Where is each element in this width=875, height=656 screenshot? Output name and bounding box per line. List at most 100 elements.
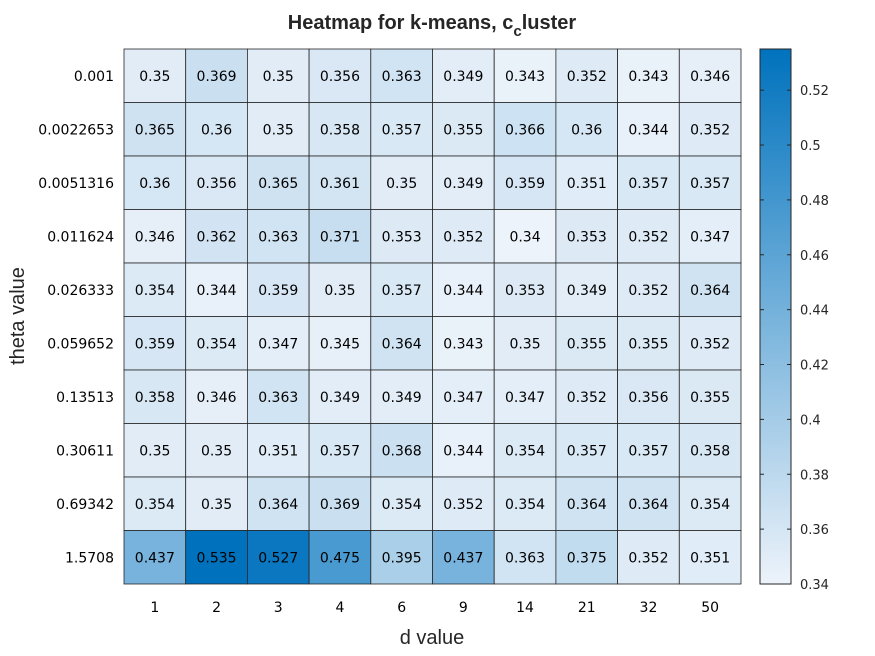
y-axis-label: theta value	[7, 267, 29, 365]
cell-value-label: 0.365	[258, 176, 298, 192]
heatmap-cell	[493, 423, 557, 478]
heatmap-cell	[123, 476, 187, 531]
heatmap-cell	[185, 262, 248, 317]
colorbar-tick-label: 0.44	[800, 304, 829, 319]
heatmap-cell	[123, 316, 187, 371]
y-tick-label: 0.13513	[56, 390, 114, 406]
heatmap-cell	[123, 209, 187, 264]
x-tick-label: 14	[516, 600, 534, 616]
cell-value-label: 0.35	[324, 283, 355, 299]
cell-value-label: 0.343	[443, 336, 483, 352]
x-tick-label: 50	[701, 600, 719, 616]
x-tick-label: 21	[578, 600, 596, 616]
cell-value-label: 0.359	[258, 283, 298, 299]
chart-title-rest: luster	[522, 12, 577, 34]
cell-value-label: 0.361	[320, 176, 360, 192]
cell-value-label: 0.354	[505, 497, 545, 513]
y-tick-label: 0.0051316	[38, 176, 114, 192]
cell-value-label: 0.527	[258, 550, 298, 566]
cell-value-label: 0.366	[505, 122, 545, 138]
cell-value-label: 0.353	[505, 283, 545, 299]
cell-value-label: 0.352	[443, 497, 483, 513]
colorbar-tick-label: 0.38	[800, 468, 829, 483]
cell-value-label: 0.35	[139, 69, 170, 85]
heatmap-cell	[555, 423, 619, 478]
cell-value-label: 0.35	[509, 336, 540, 352]
cell-value-label: 0.356	[628, 390, 668, 406]
heatmap-cell	[308, 476, 372, 531]
cell-value-label: 0.343	[628, 69, 668, 85]
heatmap-cell	[493, 476, 557, 531]
cell-value-label: 0.349	[443, 176, 483, 192]
heatmap-cell	[308, 316, 372, 371]
cell-value-label: 0.351	[690, 550, 730, 566]
heatmap-cell	[493, 155, 557, 210]
x-tick-label: 1	[150, 600, 159, 616]
heatmap-cell	[308, 102, 372, 157]
cell-value-label: 0.364	[690, 283, 730, 299]
heatmap-cell	[493, 102, 557, 157]
heatmap-cell	[308, 530, 372, 585]
cell-value-label: 0.346	[135, 229, 175, 245]
cell-value-label: 0.355	[628, 336, 668, 352]
heatmap-cells: 0.35 0.369 0.35 0.356 0.363 0.349 0.343 0.352 0.…	[123, 48, 742, 585]
heatmap-cell	[185, 155, 248, 210]
x-axis-label: d value	[400, 627, 465, 649]
heatmap-cell	[617, 423, 680, 478]
heatmap-cell	[617, 316, 680, 371]
heatmap-cell	[246, 423, 310, 478]
cell-value-label: 0.359	[505, 176, 545, 192]
heatmap-cell	[246, 476, 310, 531]
cell-value-label: 0.352	[443, 229, 483, 245]
heatmap-cell	[493, 530, 557, 585]
cell-value-label: 0.354	[505, 443, 545, 459]
cell-value-label: 0.357	[567, 443, 607, 459]
heatmap-cell	[493, 209, 557, 264]
y-tick-label: 0.30611	[56, 443, 114, 459]
heatmap-cell	[617, 209, 680, 264]
heatmap-cell	[370, 316, 433, 371]
chart-title-subscript: c	[513, 23, 521, 40]
heatmap-cell	[370, 209, 433, 264]
cell-value-label: 0.355	[567, 336, 607, 352]
heatmap-cell	[678, 476, 742, 531]
heatmap-cell	[555, 102, 619, 157]
cell-value-label: 0.395	[382, 550, 422, 566]
cell-value-label: 0.35	[263, 122, 294, 138]
cell-value-label: 0.349	[567, 283, 607, 299]
y-tick-label: 0.0022653	[38, 122, 114, 138]
x-tick-label: 6	[397, 600, 406, 616]
cell-value-label: 0.35	[139, 443, 170, 459]
heatmap-cell	[185, 48, 248, 103]
cell-value-label: 0.346	[690, 69, 730, 85]
x-tick-labels: 1 2 3 4 6 9 14 21 32 50	[150, 600, 719, 616]
cell-value-label: 0.344	[443, 443, 483, 459]
cell-value-label: 0.355	[443, 122, 483, 138]
cell-value-label: 0.354	[135, 497, 175, 513]
x-tick-label: 3	[274, 600, 283, 616]
colorbar-tick-label: 0.48	[800, 194, 829, 209]
cell-value-label: 0.349	[382, 390, 422, 406]
cell-value-label: 0.354	[690, 497, 730, 513]
colorbar-tick-label: 0.36	[800, 523, 829, 538]
cell-value-label: 0.354	[382, 497, 422, 513]
heatmap-cell	[617, 155, 680, 210]
heatmap-cell	[246, 530, 310, 585]
cell-value-label: 0.34	[509, 229, 540, 245]
cell-value-label: 0.36	[571, 122, 602, 138]
cell-value-label: 0.353	[567, 229, 607, 245]
x-tick-label: 2	[212, 600, 221, 616]
cell-value-label: 0.475	[320, 550, 360, 566]
heatmap-cell	[678, 530, 742, 585]
cell-value-label: 0.357	[382, 283, 422, 299]
heatmap-cell	[123, 155, 187, 210]
cell-value-label: 0.352	[690, 336, 730, 352]
cell-value-label: 0.35	[263, 69, 294, 85]
cell-value-label: 0.535	[197, 550, 237, 566]
cell-value-label: 0.357	[382, 122, 422, 138]
heatmap-cell	[555, 476, 619, 531]
heatmap-cell	[123, 48, 187, 103]
cell-value-label: 0.357	[320, 443, 360, 459]
heatmap-cell	[678, 262, 742, 317]
